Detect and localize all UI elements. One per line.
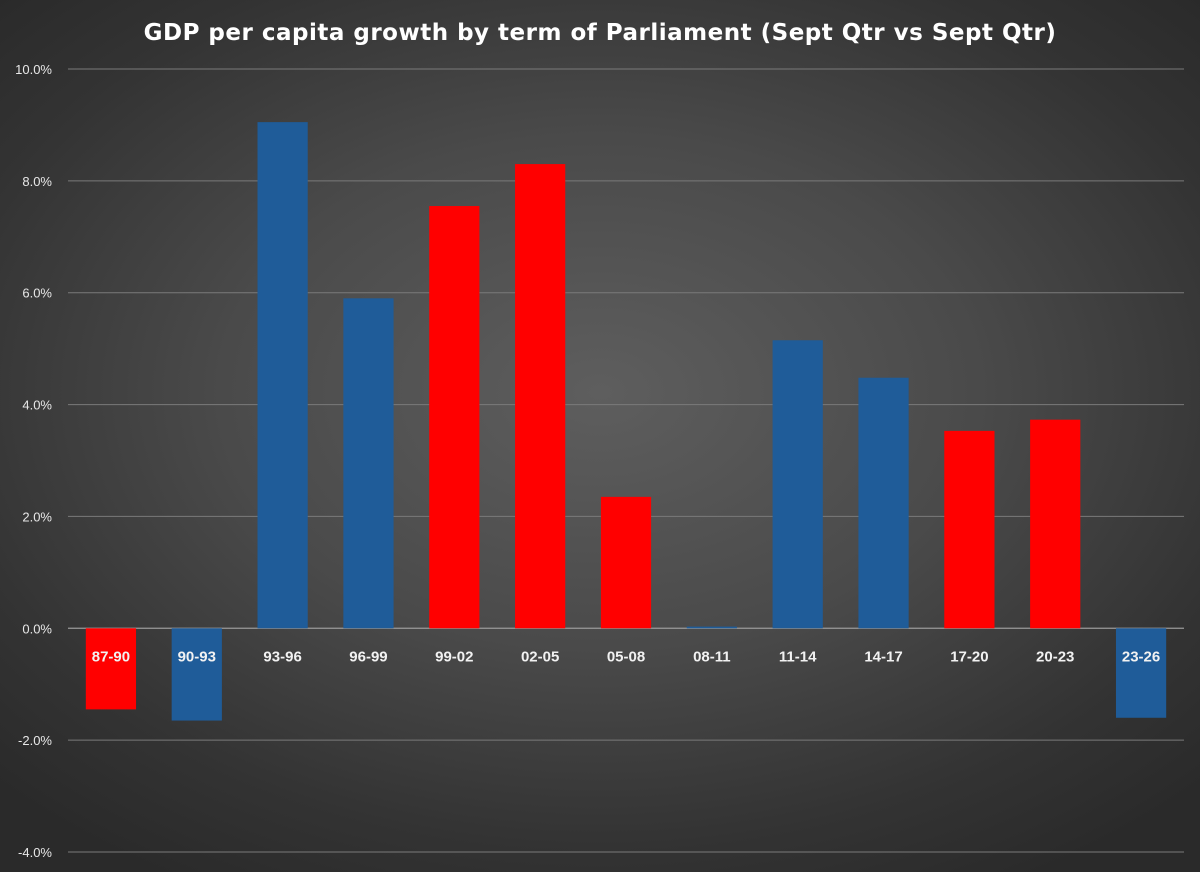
bar-08-11: [686, 626, 737, 629]
x-axis-tick-labels: 87-90 90-93 93-96 96-99 99-02 02-05 05-08 08-11…: [92, 648, 1161, 665]
bar-90-93: [171, 628, 222, 721]
x-tick-label: 17-20: [950, 648, 988, 665]
y-tick-label: 8.0%: [22, 174, 52, 189]
bar-93-96: [257, 122, 308, 629]
x-tick-label: 23-26: [1122, 648, 1160, 665]
y-tick-label: -2.0%: [18, 733, 52, 748]
x-tick-label: 99-02: [435, 648, 473, 665]
x-tick-label: 02-05: [521, 648, 559, 665]
x-tick-label: 90-93: [178, 648, 216, 665]
bar-99-02: [429, 206, 480, 629]
x-tick-label: 11-14: [779, 648, 817, 665]
bar-96-99: [343, 298, 394, 629]
x-tick-label: 87-90: [92, 648, 130, 665]
bar-87-90: [85, 628, 137, 710]
chart-title: GDP per capita growth by term of Parliam…: [144, 20, 1057, 46]
x-tick-label: 14-17: [864, 648, 902, 665]
x-tick-label: 96-99: [349, 648, 387, 665]
y-tick-label: 6.0%: [22, 286, 52, 301]
bar-23-26: [1115, 628, 1167, 718]
gridlines: [68, 68, 1184, 853]
bar-11-14: [772, 340, 823, 629]
y-tick-label: 4.0%: [22, 398, 52, 413]
y-tick-label: 0.0%: [22, 621, 52, 636]
x-tick-label: 20-23: [1036, 648, 1074, 665]
y-axis-tick-labels: 10.0% 8.0% 6.0% 4.0% 2.0% 0.0% -2.0% -4.0%: [15, 62, 52, 860]
bar-17-20: [944, 430, 995, 629]
x-tick-label: 05-08: [607, 648, 645, 665]
y-tick-label: 2.0%: [22, 509, 52, 524]
bar-20-23: [1030, 419, 1081, 629]
bars: [85, 122, 1167, 721]
x-tick-label: 93-96: [263, 648, 301, 665]
bar-05-08: [600, 496, 652, 629]
y-tick-label: -4.0%: [18, 845, 52, 860]
bar-02-05: [515, 164, 566, 629]
x-tick-label: 08-11: [693, 648, 731, 665]
bar-14-17: [858, 377, 909, 629]
y-tick-label: 10.0%: [15, 62, 52, 77]
